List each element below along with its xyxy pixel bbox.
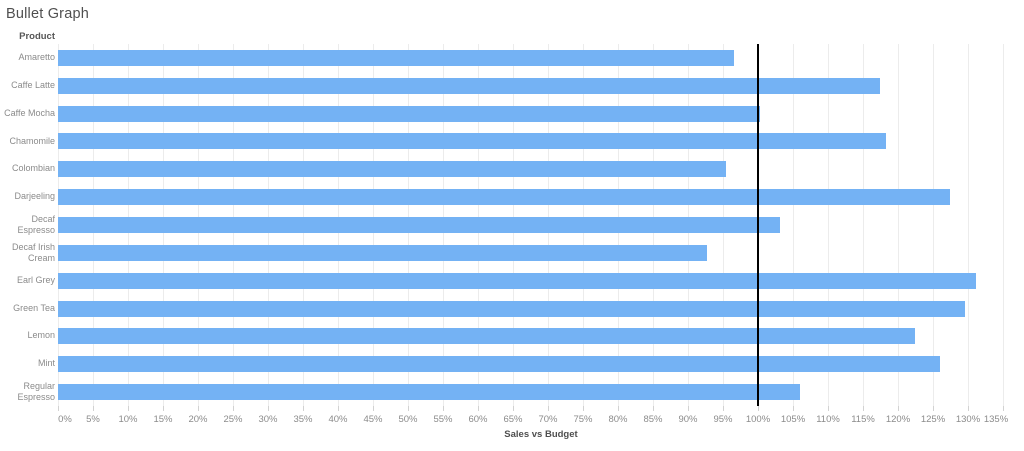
axis-tick-label: 100%	[745, 414, 771, 425]
axis-tick-label: 55%	[433, 414, 453, 425]
bar-darjeeling[interactable]	[58, 189, 950, 205]
axis-tick	[198, 406, 199, 411]
axis-tick-label: 115%	[851, 414, 875, 425]
axis-tick-label: 15%	[153, 414, 173, 425]
axis-tick	[548, 406, 549, 411]
row-label-regular-espresso[interactable]: Regular Espresso	[17, 380, 55, 402]
row-label-decaf-espresso[interactable]: Decaf Espresso	[17, 213, 55, 235]
axis-tick-label: 95%	[713, 414, 733, 425]
axis-tick	[933, 406, 934, 411]
row-label-mint[interactable]: Mint	[37, 358, 55, 369]
axis-tick	[303, 406, 304, 411]
bar-earl-grey[interactable]	[58, 273, 976, 289]
axis-tick	[828, 406, 829, 411]
axis-tick	[408, 406, 409, 411]
axis-tick	[898, 406, 899, 411]
axis-tick-label: 135%	[983, 414, 1009, 425]
row-label-chamomile[interactable]: Chamomile	[9, 136, 55, 147]
axis-tick	[863, 406, 864, 411]
axis-tick	[268, 406, 269, 411]
row-label-colombian[interactable]: Colombian	[11, 163, 55, 174]
axis-tick-label: 30%	[258, 414, 278, 425]
axis-tick	[478, 406, 479, 411]
row-label-earl-grey[interactable]: Earl Grey	[16, 275, 55, 286]
axis-tick	[513, 406, 514, 411]
axis-tick-label: 105%	[780, 414, 806, 425]
row-label-darjeeling[interactable]: Darjeeling	[14, 191, 55, 202]
axis-tick-label: 125%	[920, 414, 946, 425]
row-label-lemon[interactable]: Lemon	[27, 330, 55, 341]
bar-caffe-latte[interactable]	[58, 78, 880, 94]
axis-tick	[128, 406, 129, 411]
axis-tick-label: 120%	[885, 414, 911, 425]
x-axis-title: Sales vs Budget	[504, 429, 578, 440]
chart-pane	[58, 44, 1008, 406]
axis-tick	[968, 406, 969, 411]
row-labels-column: Amaretto Caffe Latte Caffe Mocha Chamomile C…	[0, 44, 55, 406]
bar-green-tea[interactable]	[58, 301, 965, 317]
axis-tick-label: 85%	[643, 414, 663, 425]
axis-tick-label: 65%	[503, 414, 523, 425]
axis-tick	[653, 406, 654, 411]
axis-tick-label: 5%	[86, 414, 100, 425]
bar-colombian[interactable]	[58, 161, 726, 177]
axis-tick-label: 130%	[955, 414, 981, 425]
axis-tick-label: 70%	[538, 414, 558, 425]
bar-chamomile[interactable]	[58, 133, 886, 149]
axis-tick	[793, 406, 794, 411]
axis-tick-label: 25%	[223, 414, 243, 425]
axis-tick-label: 80%	[608, 414, 628, 425]
axis-tick-label: 45%	[363, 414, 383, 425]
bar-decaf-irish-cream[interactable]	[58, 245, 707, 261]
reference-line-100pct	[757, 44, 759, 406]
axis-tick-label: 50%	[398, 414, 418, 425]
row-label-amaretto[interactable]: Amaretto	[18, 52, 55, 63]
gridline	[828, 44, 829, 406]
axis-tick	[163, 406, 164, 411]
bar-decaf-espresso[interactable]	[58, 217, 780, 233]
axis-tick-label: 110%	[816, 414, 840, 425]
axis-tick-label: 0%	[58, 414, 72, 425]
axis-tick-label: 20%	[188, 414, 208, 425]
axis-tick-label: 40%	[328, 414, 348, 425]
gridline	[933, 44, 934, 406]
row-header-product: Product	[19, 31, 55, 42]
axis-tick	[338, 406, 339, 411]
bar-regular-espresso[interactable]	[58, 384, 800, 400]
gridline	[793, 44, 794, 406]
row-label-green-tea[interactable]: Green Tea	[13, 303, 55, 314]
gridline	[898, 44, 899, 406]
bar-caffe-mocha[interactable]	[58, 106, 760, 122]
axis-tick	[758, 406, 759, 411]
chart-title: Bullet Graph	[6, 6, 89, 22]
x-axis: 0% 5% 10% 15% 20% 25% 30% 35% 40% 45% 50% 55% 60% 65%…	[58, 406, 1008, 436]
row-label-caffe-mocha[interactable]: Caffe Mocha	[4, 108, 55, 119]
axis-tick-label: 75%	[573, 414, 593, 425]
axis-tick-label: 90%	[678, 414, 698, 425]
axis-tick	[58, 406, 59, 411]
axis-tick	[93, 406, 94, 411]
row-label-decaf-irish-cream[interactable]: Decaf Irish Cream	[11, 241, 55, 263]
axis-tick	[688, 406, 689, 411]
axis-tick-label: 10%	[118, 414, 138, 425]
axis-tick	[723, 406, 724, 411]
gridline	[863, 44, 864, 406]
axis-tick	[1003, 406, 1004, 411]
bar-mint[interactable]	[58, 356, 940, 372]
axis-tick	[583, 406, 584, 411]
axis-tick	[443, 406, 444, 411]
gridline	[1003, 44, 1004, 406]
row-label-caffe-latte[interactable]: Caffe Latte	[11, 80, 55, 91]
bar-lemon[interactable]	[58, 328, 915, 344]
axis-tick	[618, 406, 619, 411]
axis-tick	[233, 406, 234, 411]
axis-tick-label: 35%	[293, 414, 313, 425]
axis-tick	[373, 406, 374, 411]
bar-amaretto[interactable]	[58, 50, 734, 66]
gridline	[968, 44, 969, 406]
axis-tick-label: 60%	[468, 414, 488, 425]
